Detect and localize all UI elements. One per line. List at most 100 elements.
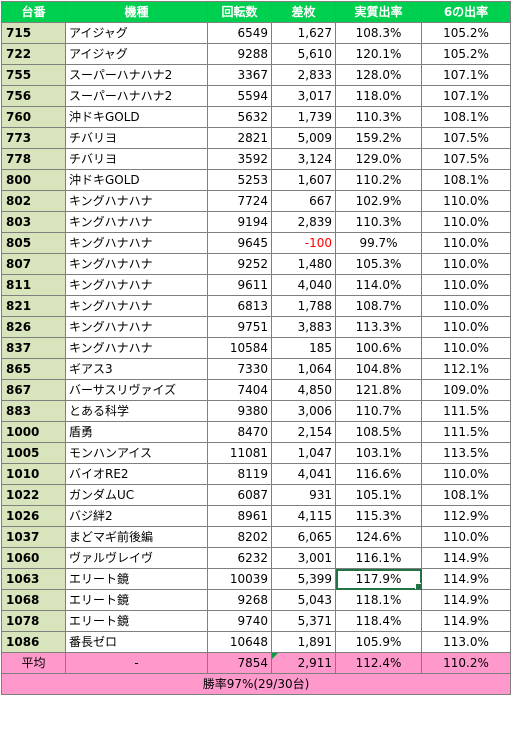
setting6-rate-cell[interactable]: 110.0% — [421, 526, 511, 548]
selected-cell[interactable]: 117.9% — [335, 568, 422, 590]
actual-rate-cell[interactable]: 105.3% — [335, 253, 422, 275]
diff-cell[interactable]: 3,124 — [271, 148, 336, 170]
actual-rate-cell[interactable]: 121.8% — [335, 379, 422, 401]
machine-name-cell[interactable]: エリート鏡 — [65, 610, 208, 632]
machine-name-cell[interactable]: バジ絆2 — [65, 505, 208, 527]
setting6-rate-cell[interactable]: 105.2% — [421, 22, 511, 44]
setting6-rate-cell[interactable]: 108.1% — [421, 169, 511, 191]
machine-name-cell[interactable]: ギアス3 — [65, 358, 208, 380]
actual-rate-cell[interactable]: 110.3% — [335, 211, 422, 233]
setting6-rate-cell[interactable]: 114.9% — [421, 610, 511, 632]
spins-cell[interactable]: 9740 — [207, 610, 272, 632]
actual-rate-cell[interactable]: 104.8% — [335, 358, 422, 380]
machine-no-cell[interactable]: 1010 — [1, 463, 66, 485]
machine-name-cell[interactable]: 盾勇 — [65, 421, 208, 443]
actual-rate-cell[interactable]: 99.7% — [335, 232, 422, 254]
diff-cell[interactable]: 3,001 — [271, 547, 336, 569]
machine-name-cell[interactable]: ヴァルヴレイヴ — [65, 547, 208, 569]
actual-rate-cell[interactable]: 103.1% — [335, 442, 422, 464]
actual-rate-cell[interactable]: 108.5% — [335, 421, 422, 443]
machine-no-cell[interactable]: 1078 — [1, 610, 66, 632]
setting6-rate-cell[interactable]: 113.0% — [421, 631, 511, 653]
machine-no-cell[interactable]: 837 — [1, 337, 66, 359]
setting6-rate-cell[interactable]: 107.1% — [421, 85, 511, 107]
setting6-rate-cell[interactable]: 108.1% — [421, 484, 511, 506]
machine-name-cell[interactable]: キングハナハナ — [65, 190, 208, 212]
machine-name-cell[interactable]: ガンダムUC — [65, 484, 208, 506]
spins-cell[interactable]: 6232 — [207, 547, 272, 569]
machine-no-cell[interactable]: 1037 — [1, 526, 66, 548]
machine-no-cell[interactable]: 865 — [1, 358, 66, 380]
spins-cell[interactable]: 8119 — [207, 463, 272, 485]
machine-no-cell[interactable]: 722 — [1, 43, 66, 65]
actual-rate-cell[interactable]: 114.0% — [335, 274, 422, 296]
machine-no-cell[interactable]: 1086 — [1, 631, 66, 653]
average-six-rate[interactable]: 110.2% — [421, 652, 511, 674]
diff-cell[interactable]: 5,009 — [271, 127, 336, 149]
diff-cell[interactable]: 4,040 — [271, 274, 336, 296]
diff-cell[interactable]: 4,115 — [271, 505, 336, 527]
spins-cell[interactable]: 9268 — [207, 589, 272, 611]
diff-cell[interactable]: 1,064 — [271, 358, 336, 380]
actual-rate-cell[interactable]: 110.3% — [335, 106, 422, 128]
machine-name-cell[interactable]: チバリヨ — [65, 148, 208, 170]
actual-rate-cell[interactable]: 110.2% — [335, 169, 422, 191]
spins-cell[interactable]: 7724 — [207, 190, 272, 212]
actual-rate-cell[interactable]: 116.6% — [335, 463, 422, 485]
diff-cell[interactable]: 1,739 — [271, 106, 336, 128]
spins-cell[interactable]: 9611 — [207, 274, 272, 296]
actual-rate-cell[interactable]: 159.2% — [335, 127, 422, 149]
machine-no-cell[interactable]: 811 — [1, 274, 66, 296]
spins-cell[interactable]: 3367 — [207, 64, 272, 86]
win-rate-cell[interactable]: 勝率97%(29/30台) — [1, 673, 511, 695]
diff-cell[interactable]: 1,480 — [271, 253, 336, 275]
machine-no-cell[interactable]: 1026 — [1, 505, 66, 527]
diff-cell[interactable]: 3,006 — [271, 400, 336, 422]
average-label[interactable]: 平均 — [1, 652, 66, 674]
setting6-rate-cell[interactable]: 111.5% — [421, 400, 511, 422]
spins-cell[interactable]: 11081 — [207, 442, 272, 464]
diff-cell[interactable]: 2,154 — [271, 421, 336, 443]
diff-cell[interactable]: 4,850 — [271, 379, 336, 401]
actual-rate-cell[interactable]: 108.3% — [335, 22, 422, 44]
machine-name-cell[interactable]: チバリヨ — [65, 127, 208, 149]
header-spins[interactable]: 回転数 — [207, 1, 272, 23]
spins-cell[interactable]: 2821 — [207, 127, 272, 149]
diff-cell[interactable]: 5,371 — [271, 610, 336, 632]
machine-no-cell[interactable]: 807 — [1, 253, 66, 275]
machine-name-cell[interactable]: アイジャグ — [65, 22, 208, 44]
actual-rate-cell[interactable]: 124.6% — [335, 526, 422, 548]
machine-no-cell[interactable]: 1000 — [1, 421, 66, 443]
spins-cell[interactable]: 5594 — [207, 85, 272, 107]
spins-cell[interactable]: 9751 — [207, 316, 272, 338]
spins-cell[interactable]: 5253 — [207, 169, 272, 191]
setting6-rate-cell[interactable]: 110.0% — [421, 253, 511, 275]
machine-no-cell[interactable]: 800 — [1, 169, 66, 191]
setting6-rate-cell[interactable]: 110.0% — [421, 232, 511, 254]
setting6-rate-cell[interactable]: 110.0% — [421, 274, 511, 296]
spins-cell[interactable]: 8961 — [207, 505, 272, 527]
spins-cell[interactable]: 10648 — [207, 631, 272, 653]
setting6-rate-cell[interactable]: 114.9% — [421, 589, 511, 611]
actual-rate-cell[interactable]: 108.7% — [335, 295, 422, 317]
setting6-rate-cell[interactable]: 105.2% — [421, 43, 511, 65]
spins-cell[interactable]: 7330 — [207, 358, 272, 380]
setting6-rate-cell[interactable]: 114.9% — [421, 547, 511, 569]
setting6-rate-cell[interactable]: 111.5% — [421, 421, 511, 443]
diff-cell[interactable]: 931 — [271, 484, 336, 506]
setting6-rate-cell[interactable]: 110.0% — [421, 190, 511, 212]
diff-cell[interactable]: 3,883 — [271, 316, 336, 338]
machine-no-cell[interactable]: 755 — [1, 64, 66, 86]
diff-cell[interactable]: -100 — [271, 232, 336, 254]
spins-cell[interactable]: 8202 — [207, 526, 272, 548]
machine-name-cell[interactable]: モンハンアイス — [65, 442, 208, 464]
actual-rate-cell[interactable]: 105.1% — [335, 484, 422, 506]
average-rate[interactable]: 112.4% — [335, 652, 422, 674]
average-name-cell[interactable]: - — [65, 652, 208, 674]
machine-name-cell[interactable]: スーパーハナハナ2 — [65, 85, 208, 107]
setting6-rate-cell[interactable]: 107.1% — [421, 64, 511, 86]
machine-no-cell[interactable]: 773 — [1, 127, 66, 149]
machine-name-cell[interactable]: エリート鏡 — [65, 589, 208, 611]
spins-cell[interactable]: 9252 — [207, 253, 272, 275]
actual-rate-cell[interactable]: 115.3% — [335, 505, 422, 527]
